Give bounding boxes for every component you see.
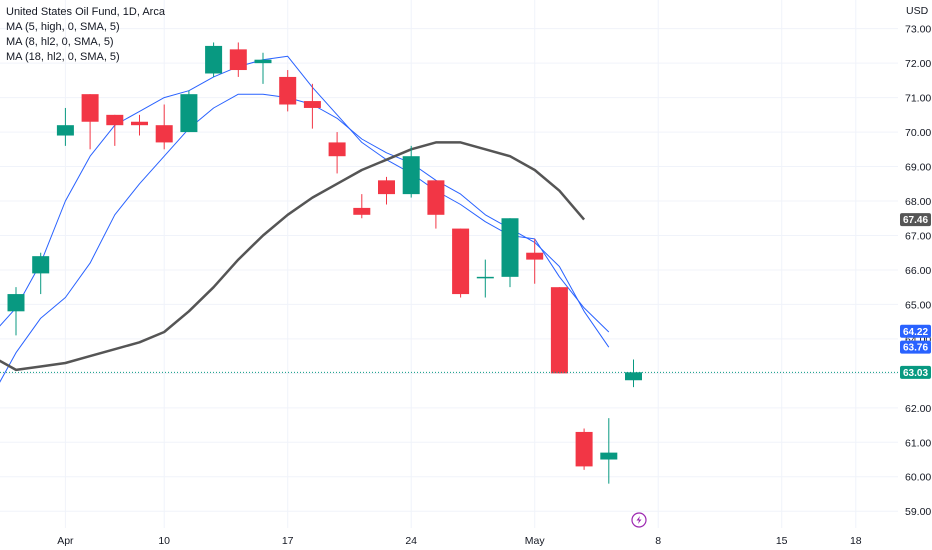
y-tick-label: 71.00 bbox=[905, 93, 931, 105]
x-tick-label: Apr bbox=[57, 535, 74, 547]
price-badges: 67.46 64.22 63.76 63.03 bbox=[900, 213, 931, 379]
candle bbox=[7, 287, 25, 336]
ma-18-legend[interactable]: MA (18, hl2, 0, SMA, 5) bbox=[6, 51, 120, 63]
candle-body bbox=[501, 218, 519, 277]
symbol-title[interactable]: United States Oil Fund, 1D, Arca bbox=[6, 6, 165, 18]
price-badge-bg bbox=[900, 340, 931, 354]
currency-label: USD bbox=[906, 5, 929, 17]
candle-body bbox=[550, 287, 568, 374]
candle bbox=[526, 238, 544, 284]
candle-body bbox=[229, 49, 247, 71]
candle-body bbox=[427, 180, 445, 215]
grid bbox=[0, 0, 898, 528]
candle bbox=[155, 104, 173, 150]
candle bbox=[32, 252, 50, 295]
candle-body bbox=[32, 256, 50, 274]
price-badge: 67.46 bbox=[900, 213, 931, 227]
x-tick-label: May bbox=[525, 535, 546, 547]
ma-5-legend[interactable]: MA (5, high, 0, SMA, 5) bbox=[6, 21, 120, 33]
lightning-icon[interactable] bbox=[631, 512, 647, 528]
y-tick-label: 66.00 bbox=[905, 265, 931, 277]
candle bbox=[229, 42, 247, 77]
candle-body bbox=[56, 125, 74, 136]
y-tick-label: 61.00 bbox=[905, 437, 931, 449]
x-tick-label: 18 bbox=[850, 535, 862, 547]
candle-body bbox=[575, 431, 593, 467]
candles bbox=[7, 42, 642, 484]
price-badge-bg bbox=[900, 213, 931, 227]
candle-body bbox=[328, 142, 346, 157]
candle bbox=[402, 145, 420, 198]
price-badge-label: 63.76 bbox=[903, 343, 928, 354]
candle bbox=[328, 132, 346, 174]
price-badge: 64.22 bbox=[900, 324, 931, 338]
y-tick-label: 72.00 bbox=[905, 58, 931, 70]
candle-body bbox=[131, 121, 148, 126]
y-tick-label: 70.00 bbox=[905, 127, 931, 139]
x-tick-label: 24 bbox=[405, 535, 417, 547]
candle-body bbox=[303, 101, 321, 108]
candle bbox=[452, 228, 470, 298]
candle bbox=[476, 259, 494, 298]
candle bbox=[353, 194, 371, 219]
ma-8-legend[interactable]: MA (8, hl2, 0, SMA, 5) bbox=[6, 36, 114, 48]
candle bbox=[378, 176, 395, 205]
x-tick-label: 8 bbox=[655, 535, 661, 547]
candle-body bbox=[600, 452, 618, 460]
x-tick-label: 15 bbox=[776, 535, 788, 547]
x-tick-label: 10 bbox=[158, 535, 170, 547]
candle-body bbox=[402, 156, 420, 195]
candle-body bbox=[279, 76, 297, 105]
candle bbox=[575, 428, 593, 470]
candle bbox=[56, 107, 74, 146]
candle bbox=[81, 94, 99, 150]
candle-body bbox=[106, 114, 124, 126]
candle-body bbox=[476, 276, 494, 279]
time-axis[interactable]: Apr 10 17 24 May 8 15 18 bbox=[57, 535, 862, 547]
candle bbox=[180, 90, 198, 133]
y-tick-label: 60.00 bbox=[905, 472, 931, 484]
candle-body bbox=[625, 372, 642, 381]
candle-body bbox=[452, 228, 470, 295]
candle bbox=[550, 287, 568, 374]
candle-body bbox=[254, 59, 272, 64]
chart-legend: United States Oil Fund, 1D, Arca MA (5, … bbox=[6, 5, 165, 65]
ma-line-2 bbox=[0, 141, 586, 372]
candle-body bbox=[353, 207, 371, 215]
candle bbox=[427, 180, 445, 229]
y-tick-label: 65.00 bbox=[905, 299, 931, 311]
y-tick-label: 67.00 bbox=[905, 230, 931, 242]
y-tick-label: 69.00 bbox=[905, 162, 931, 174]
price-badge-bg bbox=[900, 365, 931, 379]
candle-body bbox=[155, 125, 173, 143]
price-axis[interactable]: USD 73.00 72.00 71.00 70.00 69.00 68.00 67.00 66… bbox=[905, 5, 931, 518]
candle bbox=[625, 359, 642, 388]
y-tick-label: 62.00 bbox=[905, 403, 931, 415]
y-tick-label: 73.00 bbox=[905, 24, 931, 36]
price-badge-label: 67.46 bbox=[903, 215, 928, 226]
candle-body bbox=[81, 94, 99, 122]
candle bbox=[106, 114, 124, 146]
candle bbox=[131, 114, 148, 136]
candle-body bbox=[205, 45, 223, 74]
price-badge-bg bbox=[900, 324, 931, 338]
candle bbox=[205, 42, 223, 77]
candle-body bbox=[526, 252, 544, 260]
y-tick-label: 68.00 bbox=[905, 196, 931, 208]
candle bbox=[254, 52, 272, 84]
candle bbox=[303, 83, 321, 129]
x-tick-label: 17 bbox=[282, 535, 294, 547]
price-badge: 63.76 bbox=[900, 340, 931, 354]
candle bbox=[279, 70, 297, 112]
price-badge: 63.03 bbox=[900, 365, 931, 379]
y-tick-label: 59.00 bbox=[905, 506, 931, 518]
candle-body bbox=[7, 294, 25, 312]
candle bbox=[501, 218, 519, 288]
candle-body bbox=[378, 180, 395, 195]
candle-body bbox=[180, 94, 198, 133]
price-badge-label: 64.22 bbox=[903, 327, 928, 338]
candle bbox=[600, 418, 618, 484]
price-badge-label: 63.03 bbox=[903, 368, 928, 379]
